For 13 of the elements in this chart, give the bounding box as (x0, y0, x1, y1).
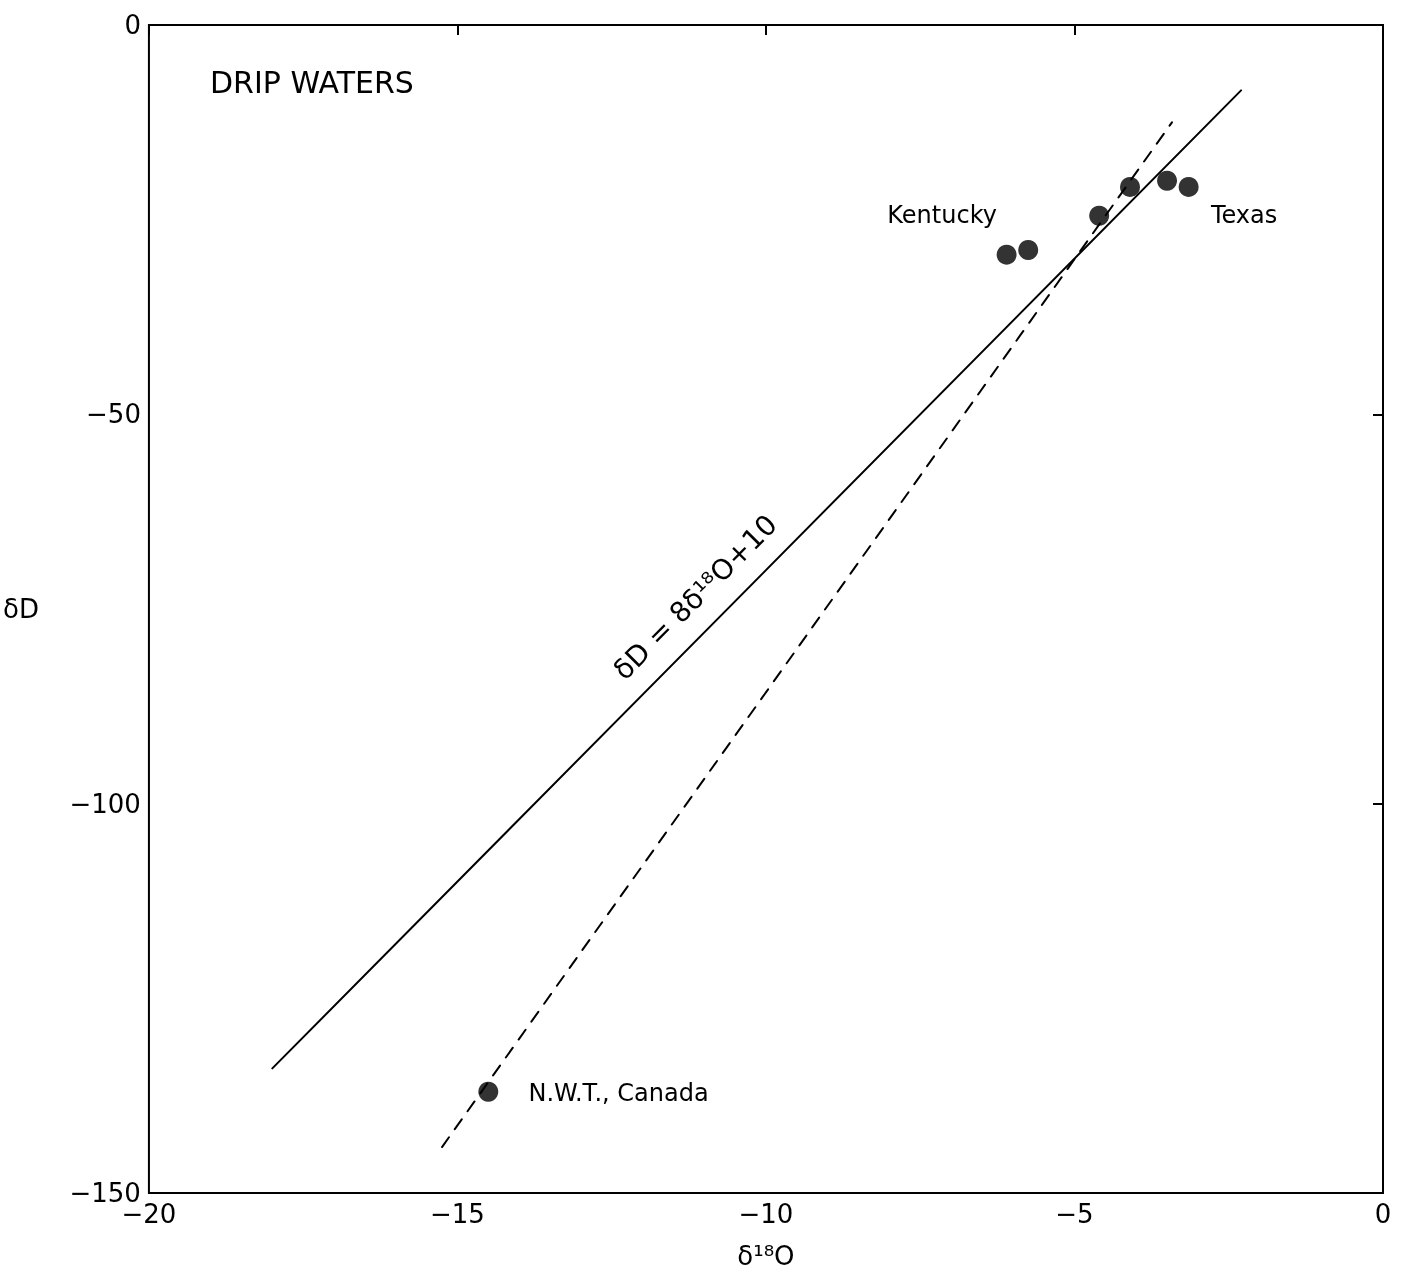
annotation: N.W.T., Canada (528, 1078, 709, 1107)
annotation: Texas (1209, 201, 1278, 230)
x-tick-label: −10 (738, 1199, 794, 1229)
y-tick-label: −50 (86, 399, 141, 430)
x-tick-label: −5 (1055, 1199, 1094, 1229)
y-tick-label: 0 (124, 10, 141, 40)
x-tick-label: −15 (430, 1199, 485, 1229)
y-axis-title: δD (2, 594, 39, 624)
annotation: Kentucky (887, 201, 997, 230)
x-axis-title: δ¹⁸O (737, 1241, 795, 1271)
x-tick-label: 0 (1374, 1199, 1392, 1229)
text: DRIP WATERS (210, 64, 414, 100)
y-tick-label: −100 (69, 788, 141, 819)
